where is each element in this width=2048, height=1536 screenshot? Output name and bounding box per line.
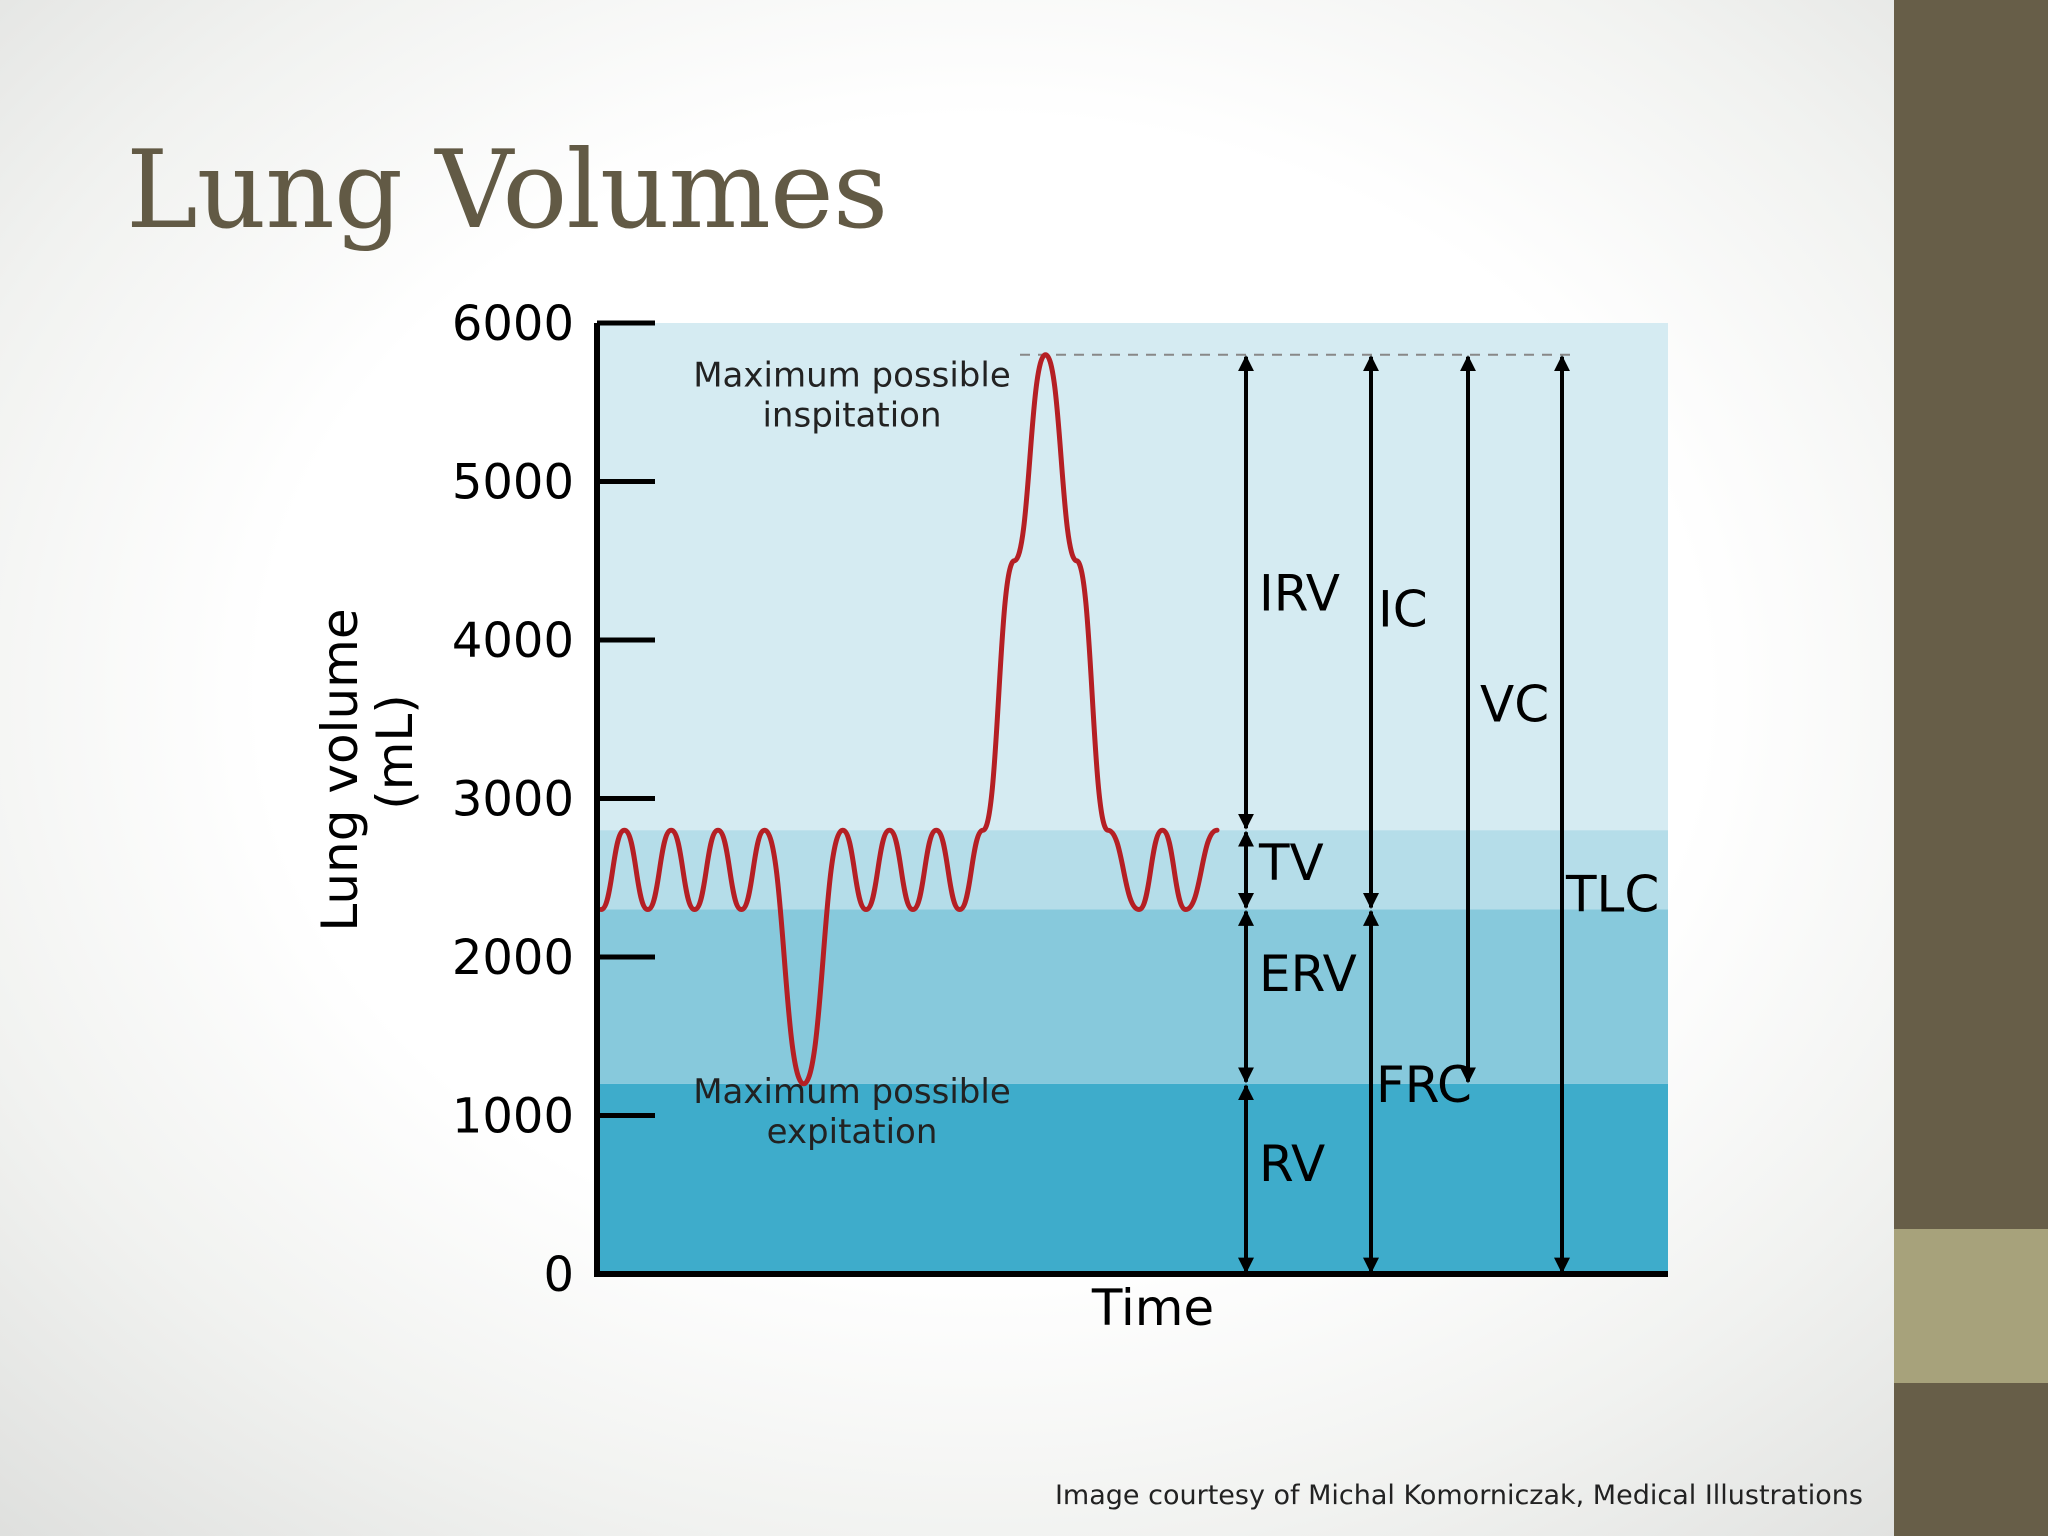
arrow-label-rv: RV xyxy=(1259,1135,1325,1193)
arrow-label-tlc: TLC xyxy=(1565,866,1659,924)
x-axis-label: Time xyxy=(1091,1279,1214,1337)
volume-trace xyxy=(598,352,1220,1087)
volume-arrows: IRV TV ERV RV IC FRC VC TLC xyxy=(1238,355,1659,1274)
slide-title: Lung Volumes xyxy=(126,128,888,253)
arrow-label-vc: VC xyxy=(1480,675,1549,733)
annotation-text: inspitation xyxy=(762,395,941,435)
annotation-text: Maximum possible xyxy=(693,355,1011,395)
band-rv xyxy=(597,1083,1668,1274)
annotation-text: Maximum possible xyxy=(693,1072,1011,1112)
y-axis-unit: (mL) xyxy=(366,694,424,810)
arrow-label-irv: IRV xyxy=(1259,564,1340,622)
annotation-text: expitation xyxy=(767,1112,938,1152)
sidebar-accent-block xyxy=(1894,1229,2048,1383)
band-erv xyxy=(597,909,1668,1084)
y-tick-label: 6000 xyxy=(452,296,574,352)
y-tick-label: 3000 xyxy=(452,772,574,828)
volume-bands xyxy=(597,323,1668,1274)
arrow-label-ic: IC xyxy=(1378,580,1428,638)
image-credit: Image courtesy of Michal Komorniczak, Me… xyxy=(1054,1480,1863,1511)
y-axis-label: Lung volume xyxy=(311,608,369,931)
band-irv xyxy=(597,323,1668,831)
arrow-label-frc: FRC xyxy=(1376,1056,1472,1114)
axes: 0 1000 2000 3000 4000 5000 6000 xyxy=(452,296,1668,1303)
trace-line xyxy=(598,352,1220,1087)
y-tick-label: 4000 xyxy=(452,613,574,669)
y-tick-label: 1000 xyxy=(452,1089,574,1145)
arrow-label-tv: TV xyxy=(1258,834,1324,892)
y-tick-label: 0 xyxy=(543,1247,574,1303)
y-tick-label: 5000 xyxy=(452,455,574,511)
y-tick-label: 2000 xyxy=(452,930,574,986)
arrow-label-erv: ERV xyxy=(1259,945,1357,1003)
